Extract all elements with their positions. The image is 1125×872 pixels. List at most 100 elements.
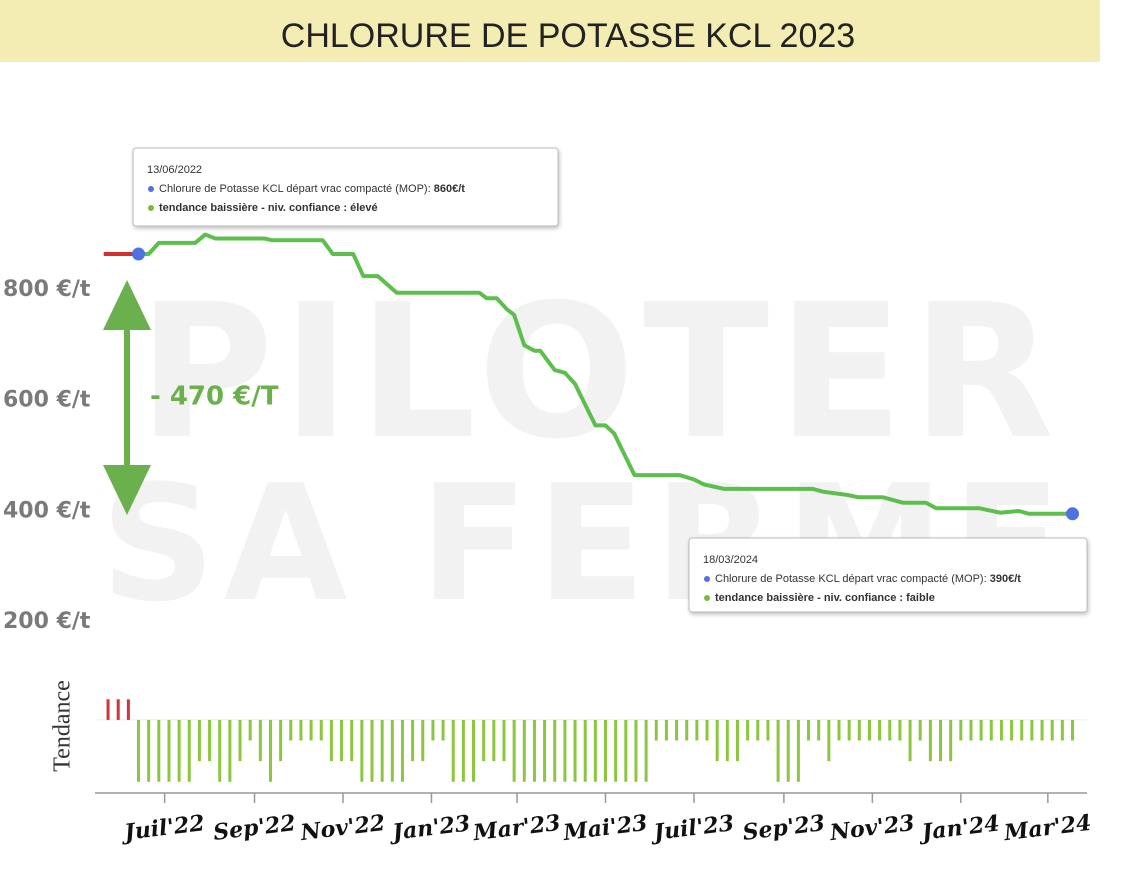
y-tick-label: 400 €/t	[3, 498, 91, 523]
trend-bar	[756, 719, 760, 741]
trend-bar	[400, 719, 404, 782]
tooltip: 13/06/2022 Chlorure de Potasse KCL départ…	[132, 147, 559, 227]
trend-bar	[218, 719, 222, 782]
trend-bar	[350, 719, 354, 762]
tooltip-dot	[704, 595, 710, 601]
tooltip-series: Chlorure de Potasse KCL départ vrac comp…	[715, 573, 990, 585]
x-tick-label: Jan'24	[916, 810, 1001, 846]
trend-bar	[208, 719, 212, 762]
chart-title: CHLORURE DE POTASSE KCL 2023	[281, 17, 855, 55]
trend-bar	[796, 719, 800, 782]
x-tick-label: Sep'23	[741, 810, 826, 846]
trend-bar	[939, 719, 943, 762]
trend-bar	[847, 719, 851, 741]
trend-bar	[695, 719, 699, 741]
trend-bar	[126, 699, 130, 720]
tooltip-dot	[148, 205, 154, 211]
x-tick-label: Jan'23	[387, 810, 472, 846]
trend-bar	[1020, 719, 1024, 741]
trend-bar	[654, 719, 658, 741]
trend-bar	[857, 719, 861, 741]
tooltip-date: 13/06/2022	[147, 164, 202, 176]
trend-bar	[451, 719, 455, 782]
x-tick-label: Nov'23	[828, 810, 916, 846]
trend-bar	[1070, 719, 1074, 741]
trend-bar	[614, 719, 618, 782]
tooltip-dot	[704, 576, 710, 582]
trend-bar	[989, 719, 993, 741]
trend-bar	[604, 719, 608, 782]
trend-bar	[664, 719, 668, 741]
tooltip-line: Chlorure de Potasse KCL départ vrac comp…	[159, 183, 465, 195]
trend-bar	[390, 719, 394, 782]
trend-bar	[441, 719, 445, 741]
y-tick-label: 800 €/t	[3, 277, 91, 302]
trend-bar	[289, 719, 293, 741]
trend-bar	[908, 719, 912, 762]
trend-bar	[512, 719, 516, 782]
trend-bar	[116, 699, 120, 720]
trend-bar	[411, 719, 415, 762]
trend-bar	[563, 719, 567, 782]
trend-bar	[482, 719, 486, 762]
trend-bar	[999, 719, 1003, 741]
x-tick-label: Juil'23	[648, 810, 735, 846]
tooltip-box	[132, 147, 559, 227]
trend-bar	[492, 719, 496, 762]
trend-bar	[532, 719, 536, 782]
tooltip-box	[688, 537, 1088, 613]
trend-bar	[472, 719, 476, 782]
trend-bar	[461, 719, 465, 782]
x-tick-label: Mai'23	[561, 810, 649, 846]
trend-bar	[522, 719, 526, 782]
trend-bar	[1010, 719, 1014, 741]
trend-bar	[959, 719, 963, 741]
trend-bar	[147, 719, 151, 782]
trend-bar	[106, 699, 110, 720]
trend-bar	[624, 719, 628, 782]
trend-bar	[167, 719, 171, 782]
point-marker	[1065, 507, 1079, 521]
x-tick-label: Sep'22	[212, 810, 297, 846]
trend-bar	[685, 719, 689, 741]
trend-bar	[786, 719, 790, 782]
trend-bar	[837, 719, 841, 741]
trend-bar	[177, 719, 181, 782]
trend-bar	[329, 719, 333, 762]
trend-bar	[867, 719, 871, 741]
trend-bar	[137, 719, 141, 782]
trend-bar	[248, 719, 252, 741]
trend-bar	[675, 719, 679, 741]
annotation-arrow	[103, 280, 151, 515]
tooltip-dot	[148, 186, 154, 192]
trend-bar	[634, 719, 638, 782]
price-line	[138, 232, 1073, 516]
tooltip-date: 18/03/2024	[703, 554, 758, 566]
trend-bar	[197, 719, 201, 762]
y-tick-label: 600 €/t	[3, 388, 91, 413]
trend-bar	[187, 719, 191, 782]
trend-bar	[370, 719, 374, 782]
trend-bar	[268, 719, 272, 782]
trend-bar	[421, 719, 425, 762]
annotation: - 470 €/T	[150, 382, 279, 412]
trend-bar	[583, 719, 587, 782]
trend-bar	[431, 719, 435, 741]
trend-bar	[644, 719, 648, 782]
trend-bar	[299, 719, 303, 741]
trend-bar	[543, 719, 547, 782]
y-axis-label: Tendance	[50, 680, 76, 772]
trend-bar	[776, 719, 780, 782]
trend-bar	[157, 719, 161, 782]
tooltip-series: Chlorure de Potasse KCL départ vrac comp…	[159, 183, 434, 195]
watermark: PILOTER	[138, 264, 1062, 480]
trend-bar	[380, 719, 384, 782]
trend-bar	[502, 719, 506, 762]
trend-bar	[969, 719, 973, 741]
x-tick-label: Mar'24	[1002, 810, 1093, 847]
tooltip-trend: tendance baissière - niv. confiance : él…	[159, 202, 378, 214]
trend-bar	[258, 719, 262, 762]
trend-bar	[319, 719, 323, 741]
